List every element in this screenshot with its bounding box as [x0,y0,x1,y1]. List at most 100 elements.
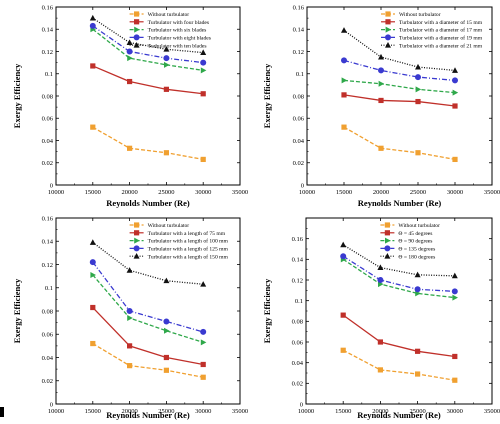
data-point [127,145,133,151]
data-point [452,353,458,360]
data-point [378,67,384,74]
x-axis-label: Reynolds Number (Re) [106,198,190,208]
legend-item: Without turbulator [129,11,190,18]
chart-panel-bottom-left: 10000 15000 20000 25000 30000 35000 0 0.02 0.04 0… [12,215,248,420]
y-tick-label: 0.1 [45,71,53,78]
series-line [342,244,455,277]
data-point [341,92,347,98]
legend-marker [385,34,391,41]
legend-label: Without turbulator [399,12,441,18]
series-1 [90,124,206,163]
data-point [89,259,96,266]
data-point [163,367,169,373]
x-axis-label: Reynolds Number (Re) [358,198,442,208]
data-point [163,318,170,325]
legend-label: Without turbulator [148,12,190,18]
data-point [163,55,170,62]
series-3 [341,77,459,96]
x-tick-label: 30000 [195,408,211,415]
data-point [451,288,458,295]
y-tick-label: 0.08 [42,93,53,100]
x-tick-label: 30000 [195,189,211,196]
x-tick-label: 20000 [372,408,388,415]
series-5 [89,239,207,287]
series-3 [90,271,207,346]
x-tick-label: 35000 [484,408,500,415]
x-tick-label: 15000 [85,408,101,415]
legend-marker [134,230,140,236]
series-line [342,314,455,358]
data-point [163,150,169,156]
series-line [342,349,455,381]
x-tick-label: 20000 [121,189,137,196]
series-line [343,59,456,82]
legend-marker [133,245,140,252]
y-axis-label: Exergy Efficiency [262,63,272,128]
x-tick-label: 15000 [85,189,101,196]
x-tick-label: 10000 [48,189,64,196]
series-5 [341,27,458,73]
data-point [414,271,421,278]
legend-item: Turbulator with a length of 75 mm [129,230,226,237]
y-tick-label: 0.12 [42,49,53,56]
data-point [90,340,96,347]
legend-item: Turbulator with a diameter of 21 mm [381,42,483,49]
y-tick-label: 0.14 [42,239,54,246]
legend-marker [384,253,391,259]
y-tick-label: 0.16 [42,215,54,222]
y-axis-label: Exergy Efficiency [262,278,272,343]
data-point [378,53,384,60]
data-point [89,14,96,21]
legend-marker [385,237,391,244]
series-5 [89,14,207,56]
legend-marker [134,237,140,244]
chart-panel-top-left: 10000 15000 20000 25000 30000 35000 0 0.02 0.04 0… [12,4,248,208]
legend-label: Turbulator with a length of 150 mm [148,253,229,260]
series-5 [340,241,458,279]
y-tick-label: 0.14 [293,27,305,34]
y-tick-label: 0 [50,401,53,408]
series-line [92,261,204,333]
y-tick-label: 0.06 [42,332,54,339]
data-point [200,361,206,368]
data-point [89,22,96,29]
legend-label: Turbulator with a diameter of 15 mm [399,19,483,26]
series-2 [341,92,458,109]
chart-panel-bottom-right: 10000 15000 20000 25000 30000 35000 0 0.02 0.04 0… [262,217,500,420]
y-tick-label: 0.16 [292,236,304,243]
data-point [452,103,458,109]
data-point [200,374,206,380]
data-point [415,150,421,156]
x-tick-label: 25000 [158,189,174,196]
series-2 [340,312,458,360]
data-point [378,145,384,151]
x-tick-label: 20000 [121,408,137,415]
series-4 [340,253,458,295]
legend-marker [134,222,140,228]
data-point [340,253,347,260]
legend-item: Without turbulator [380,222,440,229]
x-tick-label: 30000 [447,189,463,196]
legend-label: Θ = 180 degrees [398,254,435,260]
series-line [343,94,456,107]
data-point [90,63,96,69]
data-point [415,98,421,105]
data-point [452,377,458,383]
series-line [343,126,456,161]
x-tick-label: 35000 [232,408,248,415]
y-tick-label: 0.04 [42,355,54,362]
legend-label: Turbulator with a length of 100 mm [148,238,229,245]
data-point [378,80,385,87]
legend-marker [384,245,391,252]
data-point [377,277,384,283]
data-point [452,89,459,96]
y-tick-label: 0.02 [293,160,304,167]
legend-marker [385,11,391,17]
legend-marker [385,42,391,48]
chart-panel-top-right: 10000 15000 20000 25000 30000 35000 0 0.02 0.04 0… [262,4,500,208]
y-tick-label: 0.04 [293,138,305,145]
x-tick-label: 35000 [232,189,248,196]
series-line [92,342,204,378]
x-axis-label: Reynolds Number (Re) [106,410,190,420]
